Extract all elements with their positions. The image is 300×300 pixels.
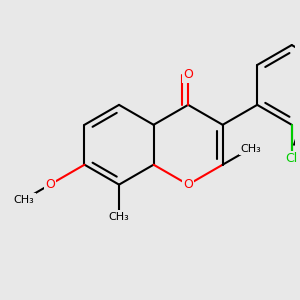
Text: CH₃: CH₃ <box>240 144 261 154</box>
Text: CH₃: CH₃ <box>14 195 34 205</box>
Text: O: O <box>183 68 193 82</box>
Text: O: O <box>45 178 55 191</box>
Text: O: O <box>183 178 193 191</box>
Text: Cl: Cl <box>286 152 298 165</box>
Text: CH₃: CH₃ <box>109 212 129 221</box>
